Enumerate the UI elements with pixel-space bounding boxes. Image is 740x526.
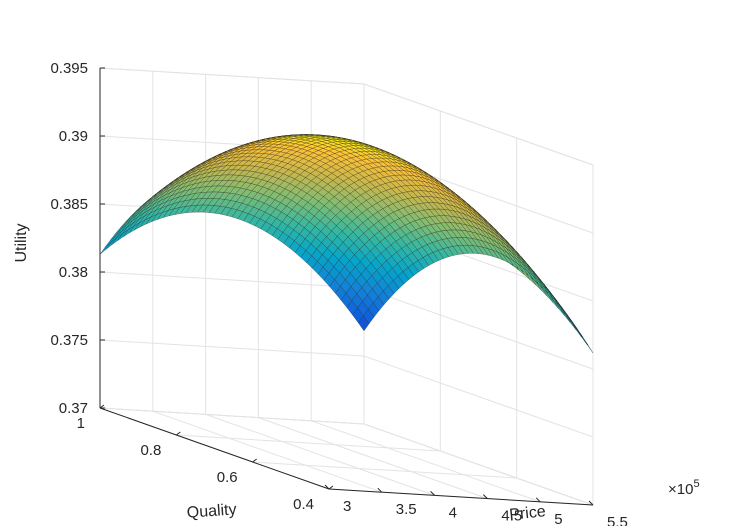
y-tick-label: 0.4 [293,496,314,513]
y-tick-mark [252,458,257,463]
x-tick-label: 4.5 [501,508,522,525]
z-tick-label: 0.375 [50,332,88,349]
y-tick-label: 1 [77,415,85,432]
x-tick-label: 5.5 [607,514,628,526]
y-tick-mark [99,404,105,409]
x-tick-mark [324,484,330,490]
x-tick-label: 3 [343,498,351,515]
x-axis-multiplier-base: ×10 [668,481,693,498]
y-tick-mark [176,431,181,436]
grid-line-x [363,84,594,506]
z-tick-label: 0.385 [50,196,88,213]
z-tick-label: 0.37 [59,400,88,417]
x-tick-label: 5 [554,511,562,526]
y-axis-label: Quality [186,501,237,521]
x-axis-line [328,488,594,506]
x-tick-label: 4 [449,504,457,521]
x-axis-label: Price [509,503,547,524]
axes-box [99,67,594,506]
z-tick-label: 0.38 [59,264,88,281]
surface-patch [99,242,111,255]
x-tick-mark [483,494,488,499]
x-tick-label: 3.5 [396,501,417,518]
z-tick-label: 0.395 [50,60,88,77]
z-tick-label: 0.39 [59,128,88,145]
y-tick-mark [328,485,334,490]
x-axis-multiplier: ×105 [668,478,700,498]
surface-patch [559,307,571,323]
grid-line-y [252,138,518,479]
y-axis-line [99,407,330,490]
y-tick-label: 0.8 [140,442,161,459]
x-tick-mark [430,491,435,496]
back-wall-price-max [363,83,594,506]
y-tick-label: 0.6 [217,469,238,486]
surface-patch [553,300,565,316]
z-axis-label: Utility [13,223,30,262]
x-tick-mark [535,497,541,503]
x-tick-mark [588,500,594,506]
x-tick-mark [377,487,383,493]
utility-surface [99,134,594,354]
tick-labels: 0.37 0.375 0.38 0.385 0.39 0.395 0.4 0.6 0.8 1 3 3.… [50,60,627,526]
x-axis-multiplier-exponent: 5 [693,478,699,490]
